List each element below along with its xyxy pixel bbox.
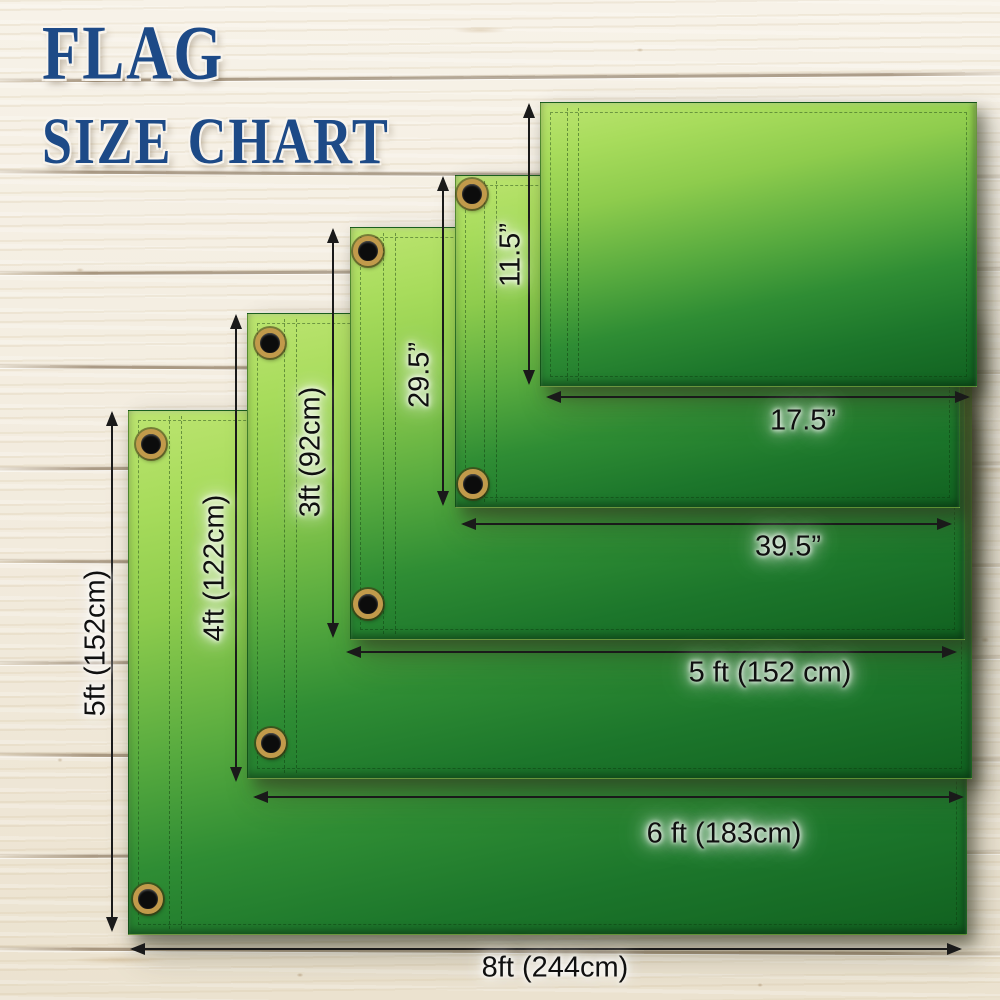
grommet-icon	[133, 884, 163, 914]
width-label-6ft: 6 ft (183cm)	[646, 817, 802, 850]
height-label-29in: 29.5”	[403, 341, 436, 409]
stitch-line	[484, 181, 485, 502]
height-arrow-11in	[528, 105, 530, 383]
stitch-line	[169, 416, 170, 929]
grommet-icon	[136, 429, 166, 459]
height-label-3ft: 3ft (92cm)	[294, 386, 327, 518]
flag-11x17in	[540, 102, 977, 387]
width-arrow-8ft	[132, 948, 960, 950]
width-arrow-5ft	[348, 651, 955, 653]
height-arrow-4ft	[235, 316, 237, 780]
stitch-line	[578, 108, 579, 381]
width-label-17in: 17.5”	[769, 404, 837, 437]
height-arrow-3ft	[332, 230, 334, 636]
stitch-line	[284, 319, 285, 773]
width-arrow-6ft	[255, 796, 962, 798]
page-title-line1: FLAG	[42, 11, 225, 97]
grommet-icon	[255, 328, 285, 358]
stitch-line	[395, 233, 396, 634]
width-label-5ft: 5 ft (152 cm)	[688, 656, 852, 689]
stitch-line	[181, 416, 182, 929]
grommet-icon	[457, 179, 487, 209]
width-arrow-17in	[548, 396, 968, 398]
page-title: FLAG SIZE CHART	[42, 11, 428, 174]
page-title-line2: SIZE CHART	[42, 104, 390, 178]
grommet-icon	[353, 236, 383, 266]
width-label-8ft: 8ft (244cm)	[481, 951, 629, 984]
height-arrow-29in	[442, 178, 444, 504]
grommet-icon	[458, 469, 488, 499]
grommet-icon	[353, 589, 383, 619]
width-label-39in: 39.5”	[754, 530, 822, 563]
height-label-5ft: 5ft (152cm)	[79, 569, 112, 717]
stitch-line	[567, 108, 568, 381]
height-label-4ft: 4ft (122cm)	[198, 494, 231, 642]
stitch-line	[383, 233, 384, 634]
height-label-11in: 11.5”	[494, 223, 527, 287]
width-arrow-39in	[463, 523, 950, 525]
grommet-icon	[256, 728, 286, 758]
stitch-line	[550, 112, 967, 377]
height-arrow-5ft	[111, 413, 113, 930]
